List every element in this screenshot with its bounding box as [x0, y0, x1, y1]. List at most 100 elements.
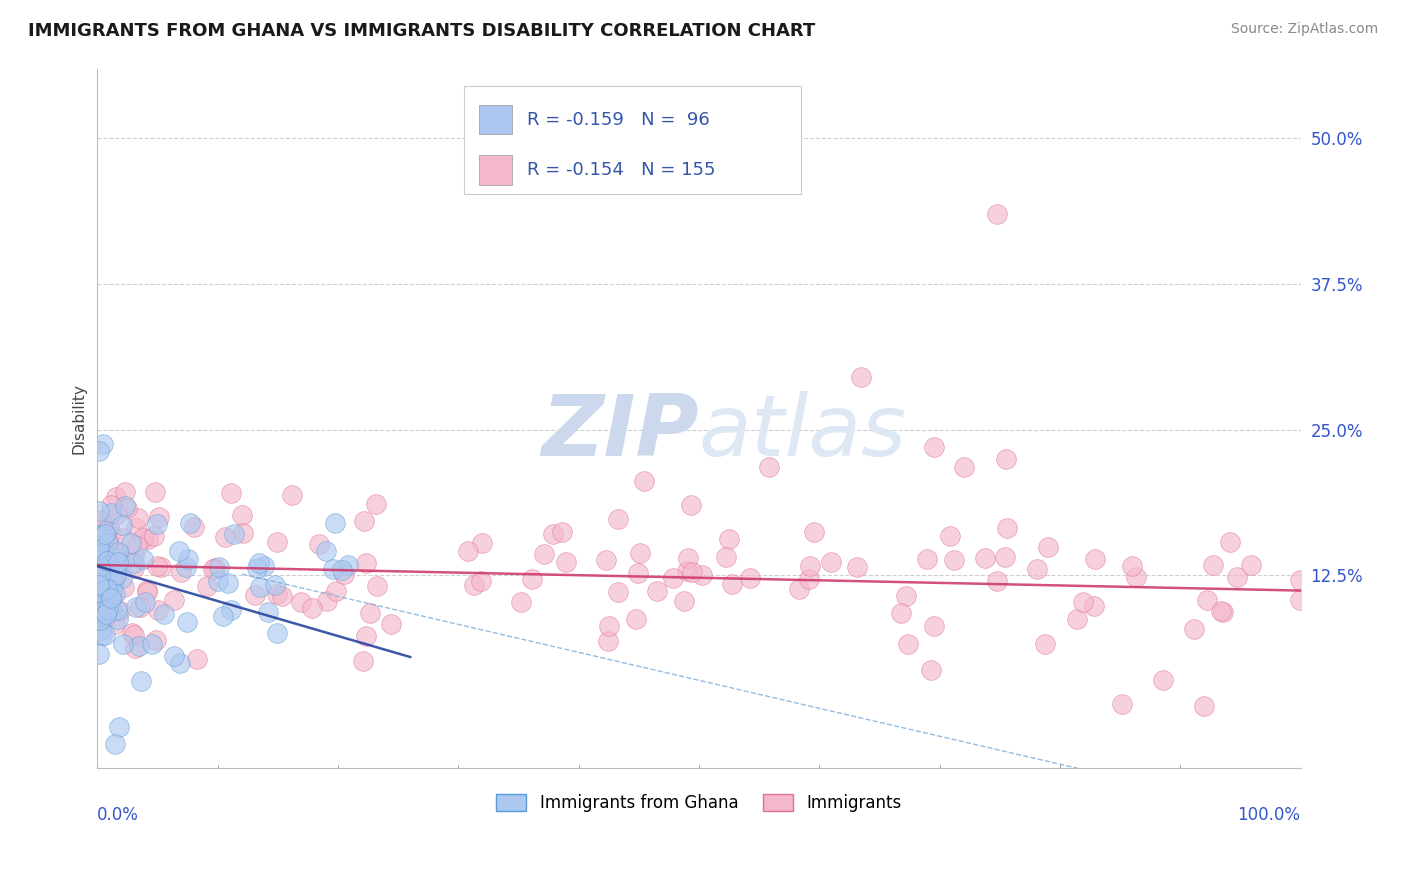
Point: [890, 606, 912, 620]
Point: [111, 518, 134, 533]
Point: [141, 637, 163, 651]
Point: [100, 507, 122, 521]
Point: [1083, 599, 1105, 613]
Point: [676, 564, 699, 578]
Point: [986, 574, 1008, 589]
Point: [1073, 595, 1095, 609]
Y-axis label: Disability: Disability: [72, 383, 86, 453]
Point: [1226, 570, 1249, 584]
Point: [162, 593, 184, 607]
Point: [94, 628, 117, 642]
Point: [100, 591, 122, 606]
Point: [301, 601, 323, 615]
Point: [111, 531, 134, 545]
Point: [249, 556, 271, 570]
Point: [87, 503, 110, 517]
Point: [93, 436, 115, 450]
Point: [122, 549, 145, 563]
Text: 100.0%: 100.0%: [1237, 806, 1301, 824]
Point: [851, 370, 873, 384]
Point: [98, 593, 121, 607]
Point: [1211, 604, 1233, 618]
Point: [111, 637, 134, 651]
Point: [359, 606, 381, 620]
Point: [322, 562, 344, 576]
Point: [96, 524, 118, 538]
Point: [114, 499, 136, 513]
Point: [107, 545, 129, 559]
Point: [217, 576, 239, 591]
Point: [266, 587, 288, 601]
Point: [676, 551, 699, 566]
Point: [352, 654, 374, 668]
Point: [195, 579, 218, 593]
Point: [1288, 574, 1310, 588]
Point: [91, 546, 114, 560]
Point: [1212, 605, 1234, 619]
Point: [115, 501, 138, 516]
Point: [845, 560, 868, 574]
Point: [174, 560, 197, 574]
Point: [91, 558, 114, 573]
Point: [97, 563, 120, 577]
Point: [1219, 534, 1241, 549]
Point: [596, 633, 619, 648]
Point: [97, 520, 120, 534]
Point: [93, 535, 115, 549]
Point: [720, 576, 742, 591]
Point: [986, 207, 1008, 221]
Point: [108, 604, 131, 618]
Point: [89, 515, 111, 529]
Point: [104, 738, 127, 752]
Point: [266, 626, 288, 640]
Point: [308, 537, 330, 551]
Point: [336, 558, 359, 572]
Point: [332, 563, 354, 577]
Point: [598, 619, 620, 633]
Point: [96, 607, 118, 621]
Point: [1197, 592, 1219, 607]
Point: [246, 560, 269, 574]
Point: [510, 594, 533, 608]
Point: [1084, 552, 1107, 566]
Point: [179, 516, 201, 530]
Point: [186, 651, 208, 665]
Point: [89, 540, 111, 554]
Point: [89, 568, 111, 582]
Point: [211, 609, 233, 624]
Point: [353, 514, 375, 528]
Point: [125, 599, 148, 614]
Point: [183, 520, 205, 534]
Point: [204, 560, 226, 574]
Point: [232, 525, 254, 540]
Legend: Immigrants from Ghana, Immigrants: Immigrants from Ghana, Immigrants: [489, 788, 908, 819]
Point: [152, 607, 174, 621]
Point: [1121, 559, 1143, 574]
Point: [129, 673, 152, 688]
Point: [249, 580, 271, 594]
Point: [101, 582, 124, 597]
Point: [1111, 697, 1133, 711]
Point: [176, 615, 198, 629]
Point: [219, 485, 242, 500]
Point: [797, 572, 820, 586]
Point: [108, 546, 131, 560]
Point: [104, 587, 127, 601]
Point: [87, 647, 110, 661]
Point: [952, 460, 974, 475]
Point: [692, 568, 714, 582]
Point: [114, 485, 136, 500]
Point: [101, 602, 124, 616]
Point: [87, 600, 110, 615]
Point: [290, 595, 312, 609]
Point: [94, 602, 117, 616]
Point: [90, 513, 112, 527]
Point: [125, 521, 148, 535]
Point: [89, 613, 111, 627]
Point: [366, 579, 388, 593]
Point: [231, 508, 253, 522]
Text: atlas: atlas: [699, 391, 907, 474]
Point: [145, 633, 167, 648]
Point: [128, 640, 150, 654]
Point: [89, 576, 111, 591]
